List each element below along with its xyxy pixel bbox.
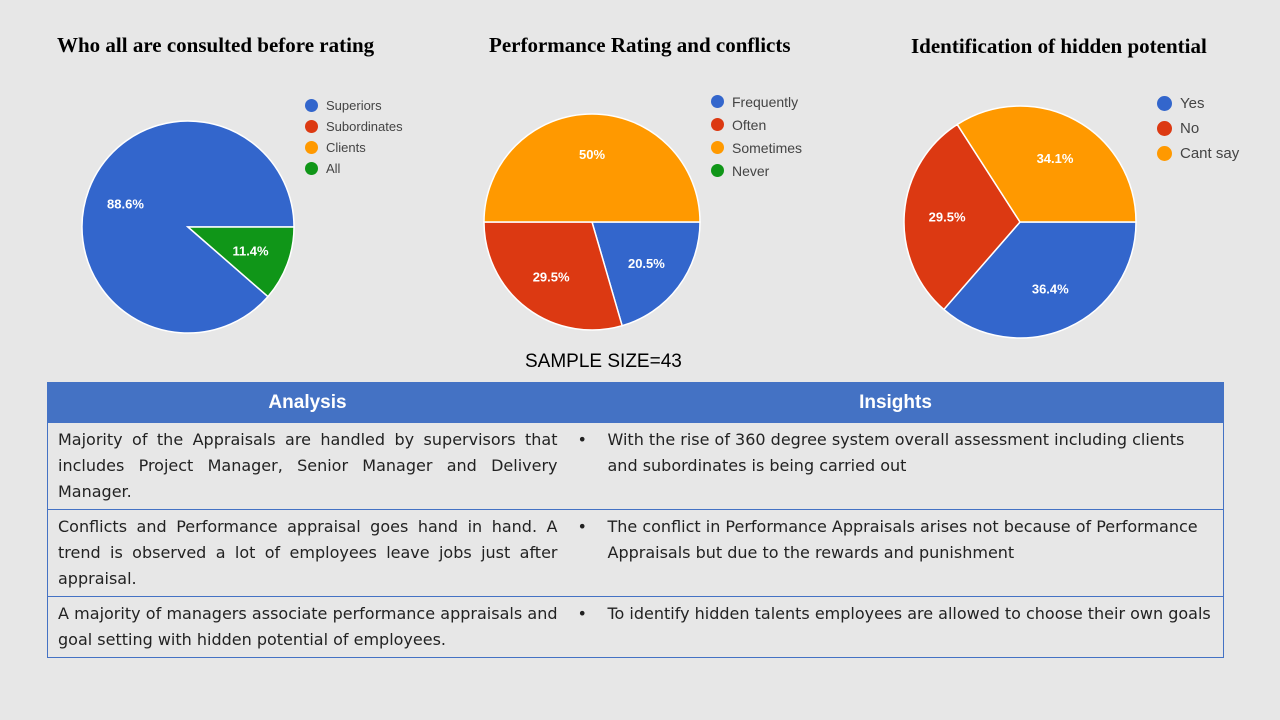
slice-label: 11.4% bbox=[232, 243, 269, 258]
legend-swatch bbox=[711, 141, 724, 154]
legend-label: Frequently bbox=[732, 93, 799, 110]
pie-slice-all bbox=[185, 226, 295, 298]
pie-chart-conflicts: 20.5% 29.5% 50% bbox=[483, 113, 701, 331]
insight-text: The conflict in Performance Appraisals a… bbox=[607, 517, 1198, 562]
legend-item-never: Never bbox=[711, 159, 802, 182]
analysis-insights-table: Analysis Insights Majority of the Apprai… bbox=[47, 382, 1224, 658]
pie-slice-frequently bbox=[591, 221, 701, 327]
slice-label: 50% bbox=[579, 147, 605, 162]
pie-slice-often bbox=[483, 221, 624, 331]
slice-label: 20.5% bbox=[628, 256, 665, 271]
legend-hidden-potential: Yes No Cant say bbox=[1157, 91, 1239, 166]
legend-conflicts: Frequently Often Sometimes Never bbox=[711, 90, 802, 182]
table-row: Majority of the Appraisals are handled b… bbox=[47, 422, 1224, 510]
legend-item-clients: Clients bbox=[305, 137, 403, 158]
legend-item-superiors: Superiors bbox=[305, 95, 403, 116]
chart-title-conflicts: Performance Rating and conflicts bbox=[489, 33, 791, 57]
legend-item-frequently: Frequently bbox=[711, 90, 802, 113]
legend-swatch bbox=[1157, 146, 1172, 161]
pie-slice-yes bbox=[942, 221, 1137, 339]
bullet: • bbox=[577, 604, 587, 623]
legend-item-subordinates: Subordinates bbox=[305, 116, 403, 137]
legend-item-cant-say: Cant say bbox=[1157, 141, 1239, 166]
slice-label: 36.4% bbox=[1032, 282, 1069, 297]
legend-item-yes: Yes bbox=[1157, 91, 1239, 116]
legend-swatch bbox=[1157, 96, 1172, 111]
analysis-cell: Majority of the Appraisals are handled b… bbox=[47, 422, 568, 510]
legend-label: Cant say bbox=[1180, 145, 1240, 162]
legend-label: Subordinates bbox=[326, 119, 403, 134]
legend-swatch bbox=[711, 164, 724, 177]
slice-label: 29.5% bbox=[533, 269, 570, 284]
legend-label: Often bbox=[732, 116, 767, 133]
chart-title-consulted: Who all are consulted before rating bbox=[57, 33, 375, 57]
legend-label: Superiors bbox=[326, 98, 382, 113]
insight-text: To identify hidden talents employees are… bbox=[607, 604, 1211, 623]
legend-swatch bbox=[305, 120, 318, 133]
pie-chart-hidden-potential: 36.4% 29.5% 34.1% bbox=[903, 105, 1137, 339]
legend-label: Clients bbox=[326, 140, 366, 155]
table-row: A majority of managers associate perform… bbox=[47, 596, 1224, 658]
slice-label: 29.5% bbox=[929, 210, 966, 225]
legend-label: Yes bbox=[1180, 95, 1205, 112]
header-analysis: Analysis bbox=[47, 382, 568, 423]
legend-swatch bbox=[305, 162, 318, 175]
header-insights: Insights bbox=[567, 382, 1224, 423]
insight-cell: • To identify hidden talents employees ar… bbox=[567, 596, 1224, 658]
legend-swatch bbox=[305, 99, 318, 112]
insight-text: With the rise of 360 degree system overa… bbox=[607, 430, 1185, 475]
legend-consulted: Superiors Subordinates Clients All bbox=[305, 95, 403, 179]
chart-title-hidden-potential: Identification of hidden potential bbox=[911, 34, 1207, 58]
insight-cell: • The conflict in Performance Appraisals … bbox=[567, 509, 1224, 597]
slice-label: 34.1% bbox=[1037, 151, 1074, 166]
insight-cell: • With the rise of 360 degree system over… bbox=[567, 422, 1224, 510]
analysis-cell: A majority of managers associate perform… bbox=[47, 596, 568, 658]
table-header-row: Analysis Insights bbox=[47, 382, 1224, 423]
pie-slice-sometimes bbox=[483, 113, 701, 223]
legend-item-sometimes: Sometimes bbox=[711, 136, 802, 159]
legend-item-no: No bbox=[1157, 116, 1239, 141]
legend-label: No bbox=[1180, 120, 1200, 137]
legend-label: Never bbox=[732, 162, 770, 179]
legend-label: Sometimes bbox=[732, 139, 803, 156]
analysis-cell: Conflicts and Performance appraisal goes… bbox=[47, 509, 568, 597]
pie-slice-no bbox=[903, 123, 1021, 311]
legend-swatch bbox=[711, 95, 724, 108]
legend-item-often: Often bbox=[711, 113, 802, 136]
slice-label: 88.6% bbox=[107, 197, 144, 212]
table-row: Conflicts and Performance appraisal goes… bbox=[47, 509, 1224, 597]
legend-swatch bbox=[711, 118, 724, 131]
pie-slice-cant-say bbox=[956, 105, 1137, 223]
sample-size: SAMPLE SIZE=43 bbox=[525, 351, 682, 372]
legend-swatch bbox=[1157, 121, 1172, 136]
legend-swatch bbox=[305, 141, 318, 154]
bullet: • bbox=[577, 430, 587, 449]
pie-chart-consulted: 88.6% 11.4% bbox=[81, 120, 295, 334]
legend-label: All bbox=[326, 161, 341, 176]
bullet: • bbox=[577, 517, 587, 536]
legend-item-all: All bbox=[305, 158, 403, 179]
